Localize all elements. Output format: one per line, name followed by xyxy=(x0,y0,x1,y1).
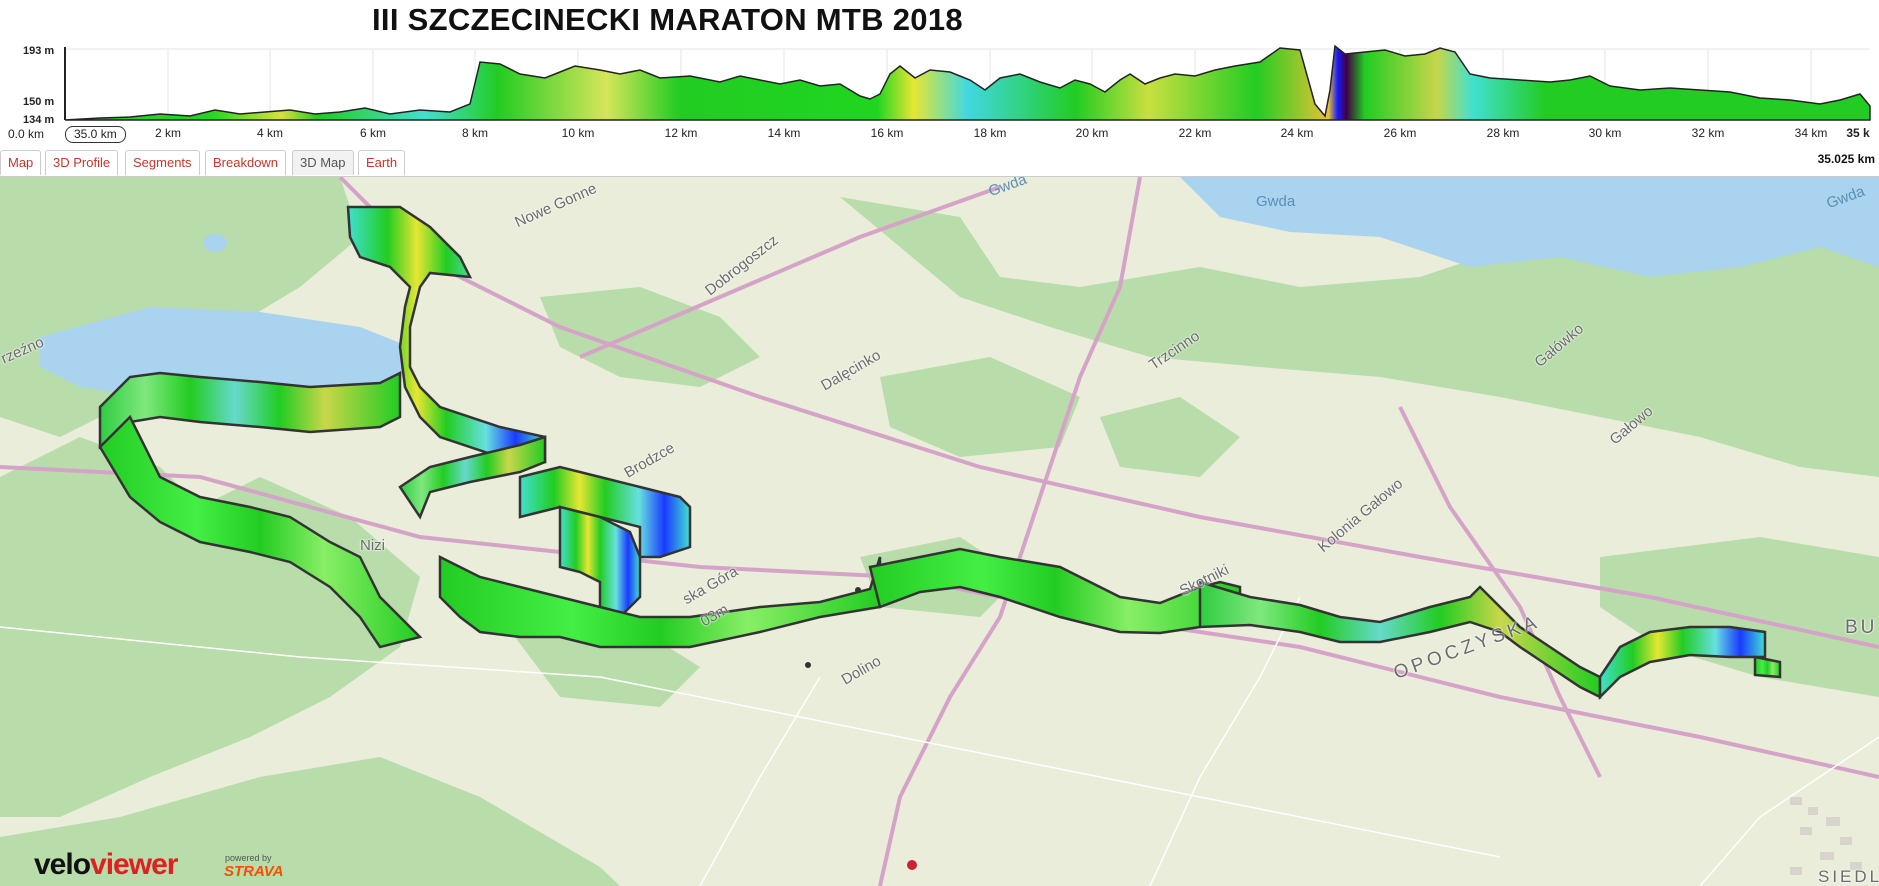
x-tick: 26 km xyxy=(1383,126,1417,140)
total-distance: 35.025 km xyxy=(1817,152,1875,166)
tab-segments[interactable]: Segments xyxy=(125,150,200,175)
x-tick: 2 km xyxy=(154,126,182,140)
elevation-area xyxy=(64,44,1871,121)
x-tick: 30 km xyxy=(1588,126,1622,140)
map-marker xyxy=(907,860,917,870)
tab-3d-profile[interactable]: 3D Profile xyxy=(45,150,119,175)
map-marker xyxy=(805,662,811,668)
map-canvas[interactable] xyxy=(0,177,1879,886)
x-tick: 6 km xyxy=(359,126,387,140)
x-tick: 24 km xyxy=(1280,126,1314,140)
elevation-profile[interactable] xyxy=(0,44,1879,149)
route-3d-wall[interactable] xyxy=(98,205,1782,701)
town-blocks xyxy=(1790,797,1862,875)
tab-earth[interactable]: Earth xyxy=(358,150,406,175)
veloviewer-logo[interactable]: veloviewer xyxy=(34,848,178,881)
x-tick: 18 km xyxy=(973,126,1007,140)
tab-breakdown[interactable]: Breakdown xyxy=(205,150,287,175)
x-tick: 14 km xyxy=(767,126,801,140)
y-label-min: 134 m xyxy=(23,114,55,126)
place-label: BU xyxy=(1845,617,1878,638)
tab-map[interactable]: Map xyxy=(0,150,42,175)
x-tick: 8 km xyxy=(461,126,489,140)
strava-logo[interactable]: STRAVA xyxy=(224,863,284,880)
x-tick: 4 km xyxy=(256,126,284,140)
x-tick: 20 km xyxy=(1075,126,1109,140)
range-end[interactable]: 35.0 km xyxy=(65,126,126,143)
x-tick: 22 km xyxy=(1178,126,1212,140)
view-tabs: Map 3D Profile Segments Breakdown 3D Map… xyxy=(0,150,1879,176)
place-label: SIEDLE xyxy=(1818,867,1879,886)
tab-3d-map[interactable]: 3D Map xyxy=(292,150,354,175)
x-tick: 28 km xyxy=(1486,126,1520,140)
x-tick: 16 km xyxy=(870,126,904,140)
range-start[interactable]: 0.0 km xyxy=(8,127,45,141)
page-title: III SZCZECINECKI MARATON MTB 2018 xyxy=(372,2,963,37)
map-marker xyxy=(855,587,861,593)
x-tick-end: 35 k xyxy=(1846,126,1870,140)
x-tick: 12 km xyxy=(664,126,698,140)
place-label: Nizi xyxy=(360,537,385,554)
x-tick: 32 km xyxy=(1691,126,1725,140)
minor-roads xyxy=(0,596,1879,886)
x-tick: 10 km xyxy=(561,126,595,140)
water-label: Gwda xyxy=(1256,193,1296,210)
map-3d-view[interactable]: Nowe Gonne Dobrogoszcz Dalęcinko Trzcinn… xyxy=(0,176,1879,886)
y-label-max: 193 m xyxy=(23,45,55,57)
x-tick: 34 km xyxy=(1794,126,1828,140)
y-label-mid: 150 m xyxy=(23,96,55,108)
powered-by-label: powered by xyxy=(225,853,272,863)
